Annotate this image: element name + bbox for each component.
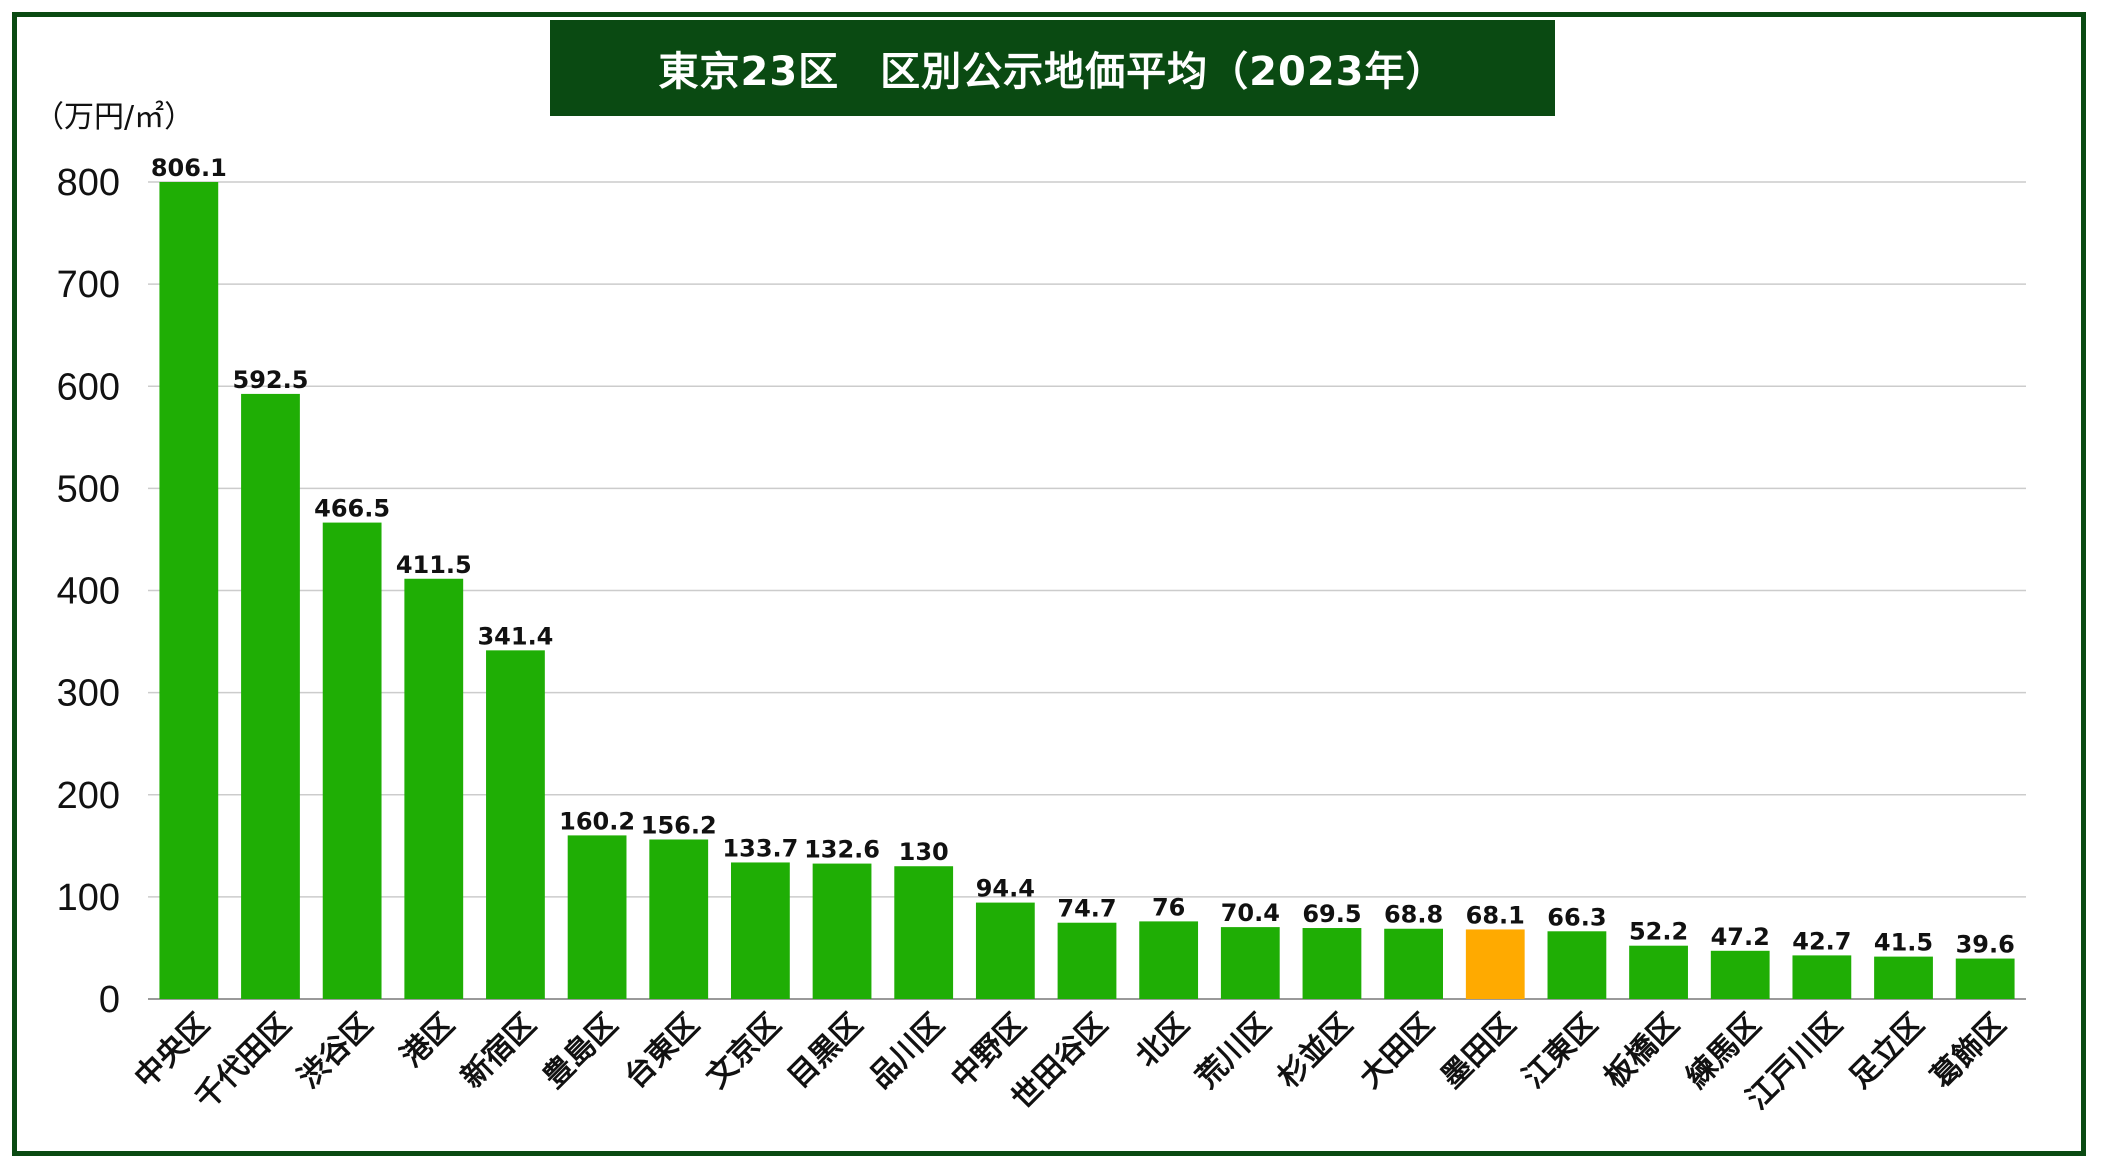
category-label: 板橋区 [1598,1007,1686,1095]
value-label: 156.2 [641,811,717,839]
value-label: 160.2 [559,807,635,835]
bar [1057,922,1117,999]
value-label: 70.4 [1221,899,1280,927]
y-tick-label: 600 [57,366,120,408]
category-label: 江東区 [1516,1007,1604,1095]
bar [1710,950,1770,999]
value-label: 411.5 [396,551,472,579]
value-label: 132.6 [804,836,880,864]
bar [1874,956,1933,999]
chart-title: 東京23区 区別公示地価平均（2023年） [550,20,1555,116]
bar [1792,955,1852,999]
category-label: 台東区 [618,1007,706,1095]
value-label: 68.8 [1384,901,1443,929]
y-tick-label: 400 [57,571,120,613]
bar [322,522,382,999]
value-label: 69.5 [1302,900,1361,928]
category-label: 港区 [394,1007,461,1074]
category-label: 文京区 [700,1007,788,1095]
bar [1139,921,1199,999]
bar [567,835,627,999]
category-label: 品川区 [863,1007,951,1095]
value-label: 66.3 [1547,903,1606,931]
value-label: 52.2 [1629,918,1688,946]
bar [404,578,464,999]
value-label: 466.5 [314,495,390,523]
category-label: 新宿区 [455,1007,543,1095]
value-label: 47.2 [1711,923,1770,951]
y-tick-label: 700 [57,264,120,306]
bar [894,866,954,999]
bar [241,393,300,999]
bar [975,902,1035,999]
bar [1465,929,1525,999]
bars [159,182,2015,999]
value-label: 133.7 [722,834,798,862]
y-tick-label: 100 [57,877,120,919]
category-label: 葛飾区 [1924,1007,2013,1096]
category-label: 荒川区 [1190,1007,1278,1095]
value-label: 42.7 [1792,927,1851,955]
category-label: 豊島区 [536,1007,624,1095]
bar [1302,928,1362,999]
bar [649,839,709,999]
y-tick-label: 300 [57,673,120,715]
bar [1384,928,1444,999]
bar [159,182,219,999]
category-label: 渋谷区 [291,1007,379,1095]
value-label: 76 [1152,893,1185,921]
bar [1955,958,2015,999]
value-label: 94.4 [976,875,1035,903]
y-axis-unit-label: （万円/㎡） [34,100,195,135]
value-label: 68.1 [1466,901,1525,929]
y-tick-label: 0 [99,979,120,1021]
category-label: 北区 [1129,1007,1196,1074]
y-tick-label: 800 [57,162,120,204]
bar [1629,945,1688,999]
bar [730,862,790,999]
category-label: 大田区 [1353,1007,1441,1095]
value-label: 39.6 [1956,931,2015,959]
category-label: 足立区 [1843,1007,1931,1095]
category-label: 杉並区 [1271,1007,1359,1095]
y-axis-ticks: 0 100 200 300 400 500 600 700 800 [57,162,120,1021]
category-label: 目黒区 [781,1007,869,1095]
value-label: 74.7 [1057,895,1116,923]
value-label: 130 [899,838,949,866]
bar [812,863,872,999]
bar [1220,927,1280,999]
bar [1547,931,1607,999]
category-label: 墨田区 [1435,1007,1523,1095]
value-label: 806.1 [151,154,227,182]
value-label: 341.4 [477,622,553,650]
y-tick-label: 500 [57,468,120,510]
value-label: 592.5 [233,366,309,394]
y-tick-label: 200 [57,775,120,817]
bar [486,650,545,999]
value-label: 41.5 [1874,929,1933,957]
